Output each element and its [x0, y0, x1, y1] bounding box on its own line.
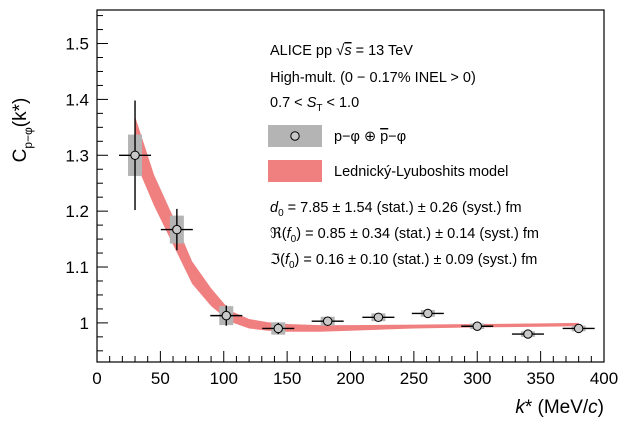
data-point [362, 312, 395, 323]
x-tick-label: 200 [336, 369, 364, 388]
data-point [461, 321, 494, 331]
legend-band-swatch [268, 160, 322, 182]
x-tick-label: 0 [92, 369, 101, 388]
y-tick-label: 1.1 [65, 258, 89, 277]
x-axis-title: k* (MeV/c) [515, 397, 604, 418]
data-marker [172, 224, 182, 235]
legend-entry-band: Lednický-Lyuboshits model [268, 160, 508, 182]
data-marker [130, 150, 140, 160]
data-marker [273, 323, 283, 334]
data-point [562, 323, 595, 334]
annotation-multiplicity: High-mult. (0 − 0.17% INEL > 0) [270, 70, 476, 86]
data-points [119, 100, 595, 339]
plot-frame [96, 9, 605, 363]
data-marker [322, 316, 333, 326]
y-tick-label: 1.2 [65, 202, 89, 221]
model-band [135, 116, 579, 332]
legend: p−φ ⊕ p−φ Lednický-Lyuboshits model [268, 125, 508, 182]
data-point [160, 208, 193, 251]
annotation-re-f0: ℜ(f0) = 0.85 ± 0.34 (stat.) ± 0.14 (syst… [270, 226, 539, 245]
x-tick-label: 300 [463, 369, 491, 388]
data-point [262, 322, 295, 335]
annotation-d0: d0 = 7.85 ± 1.54 (stat.) ± 0.26 (syst.) … [270, 200, 522, 219]
x-tick-label: 400 [590, 369, 618, 388]
legend-entry-data: p−φ ⊕ p−φ [268, 125, 406, 147]
data-marker [573, 323, 584, 334]
annotation-im-f0: ℑ(f0) = 0.16 ± 0.10 (stat.) ± 0.09 (syst… [270, 252, 537, 271]
data-marker [472, 321, 482, 331]
x-tick-label: 150 [273, 369, 301, 388]
y-tick-label: 1.3 [65, 146, 89, 165]
x-tick-label: 250 [400, 369, 428, 388]
axis-ticks: 0 50 100 150 200 250 300 350 400 1 1.1 1.2 1.3 1.4 1.5 [65, 15, 618, 388]
legend-marker [290, 131, 300, 141]
y-axis-title: Cp−φ(k*) [10, 98, 35, 163]
x-tick-label: 350 [526, 369, 554, 388]
data-marker [423, 308, 433, 319]
annotation-sphericity: 0.7 < ST < 1.0 [270, 95, 359, 114]
y-tick-label: 1 [80, 314, 89, 333]
data-marker [221, 310, 231, 321]
y-tick-label: 1.5 [65, 35, 89, 54]
data-point [119, 100, 152, 211]
data-point [210, 305, 243, 326]
data-marker [523, 329, 533, 339]
legend-label-band: Lednický-Lyuboshits model [334, 164, 508, 180]
data-marker [373, 312, 384, 323]
x-tick-label: 100 [210, 369, 238, 388]
y-tick-label: 1.4 [65, 90, 89, 109]
data-point [311, 316, 344, 326]
x-tick-label: 50 [151, 369, 170, 388]
legend-label-data: p−φ ⊕ p−φ [334, 129, 406, 145]
data-point [411, 308, 444, 319]
data-point [511, 329, 544, 339]
annotation-system: ALICE pp √s = 13 TeV [270, 42, 413, 59]
